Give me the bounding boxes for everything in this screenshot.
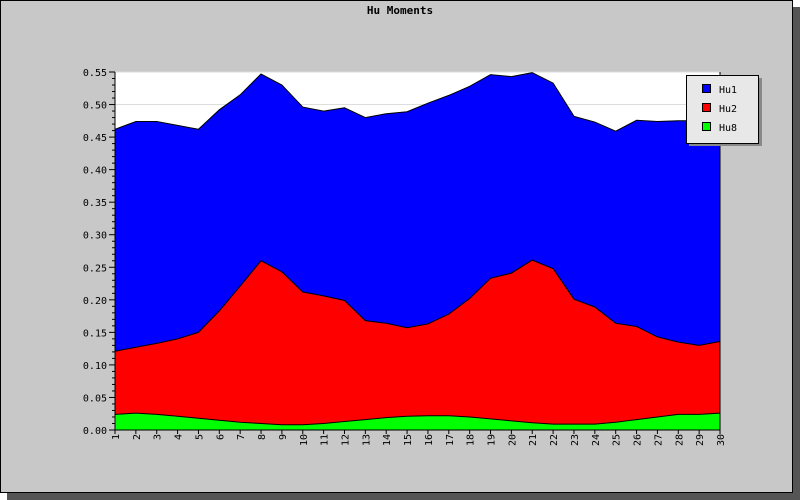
x-tick-label: 23 (570, 434, 581, 446)
x-tick-label: 30 (716, 434, 727, 446)
line-hu2 (114, 259, 721, 352)
legend-label-hu2: Hu2 (719, 104, 737, 115)
x-tick-label: 29 (695, 434, 706, 446)
x-tick-label: 27 (653, 434, 664, 446)
y-tick-label: 0.40 (83, 166, 107, 177)
legend-swatch-hu2 (702, 103, 711, 112)
y-tick-label: 0.15 (83, 328, 107, 339)
y-tick-label: 0.10 (83, 361, 107, 372)
y-tick-label: 0.35 (83, 198, 107, 209)
area-hu8 (115, 413, 720, 430)
x-tick-label: 7 (236, 434, 247, 440)
x-tick-label: 2 (132, 434, 143, 440)
y-tick-label: 0.25 (83, 263, 107, 274)
x-tick-label: 14 (382, 434, 393, 446)
x-tick-label: 4 (174, 434, 185, 440)
x-tick-label: 8 (257, 434, 268, 440)
x-tick-label: 19 (487, 434, 498, 446)
x-tick-label: 15 (403, 434, 414, 446)
y-tick-label: 0.55 (83, 68, 107, 79)
y-tick-label: 0.05 (83, 393, 107, 404)
x-tick-label: 13 (361, 434, 372, 446)
legend-swatch-hu8 (702, 122, 711, 131)
x-tick-label: 24 (591, 434, 602, 446)
x-tick-label: 22 (549, 434, 560, 446)
x-tick-label: 25 (612, 434, 623, 446)
x-tick-label: 10 (299, 434, 310, 446)
x-tick-label: 9 (278, 434, 289, 440)
legend: Hu1 Hu2 Hu8 (686, 75, 762, 146)
y-tick-label: 0.20 (83, 296, 107, 307)
x-tick-label: 1 (111, 434, 122, 440)
x-tick-label: 21 (528, 434, 539, 446)
x-tick-label: 18 (466, 434, 477, 446)
line-hu1 (114, 72, 721, 132)
x-tick-label: 6 (215, 434, 226, 440)
line-hu8 (114, 412, 721, 426)
legend-label-hu1: Hu1 (719, 85, 737, 96)
y-tick-label: 0.50 (83, 101, 107, 112)
area-hu2 (115, 260, 720, 430)
x-tick-label: 3 (153, 434, 164, 440)
y-tick-label: 0.45 (83, 133, 107, 144)
x-tick-label: 26 (633, 434, 644, 446)
chart-title: Hu Moments (366, 4, 434, 17)
y-tick-label: 0.30 (83, 231, 107, 242)
legend-box (686, 75, 759, 144)
y-tick-label: 0.00 (83, 426, 107, 437)
x-tick-label: 5 (194, 434, 205, 440)
legend-swatch-hu1 (702, 84, 711, 93)
x-tick-label: 28 (674, 434, 685, 446)
x-tick-label: 12 (340, 434, 351, 446)
x-tick-label: 11 (320, 434, 331, 446)
x-tick-label: 16 (424, 434, 435, 446)
x-tick-label: 17 (445, 434, 456, 446)
legend-label-hu8: Hu8 (719, 123, 737, 134)
x-tick-label: 20 (507, 434, 518, 446)
